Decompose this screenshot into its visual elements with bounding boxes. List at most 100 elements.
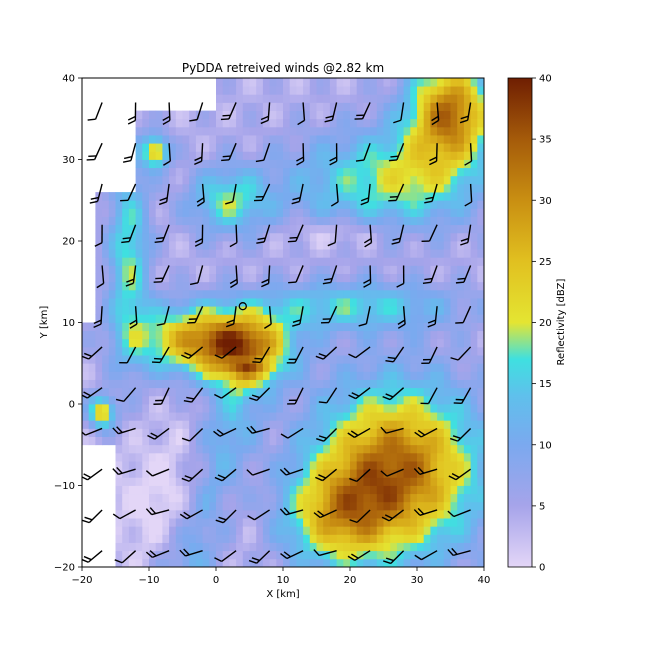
field-cell	[128, 289, 136, 299]
field-cell	[236, 159, 244, 169]
field-cell	[437, 216, 445, 226]
field-cell	[115, 338, 123, 348]
field-cell	[430, 534, 438, 543]
field-cell	[209, 346, 217, 356]
field-cell	[122, 371, 130, 380]
field-cell	[202, 175, 210, 185]
field-cell	[182, 135, 190, 144]
field-cell	[343, 363, 351, 372]
field-cell	[343, 102, 351, 111]
field-cell	[443, 289, 451, 299]
field-cell	[329, 281, 337, 291]
field-cell	[249, 501, 257, 511]
wind-barb	[279, 467, 304, 476]
field-cell	[430, 330, 438, 340]
wind-barb	[181, 346, 204, 359]
field-cell	[256, 281, 264, 291]
field-cell	[477, 135, 484, 144]
field-cell	[403, 102, 411, 111]
field-cell	[336, 412, 344, 421]
field-cell	[175, 265, 183, 274]
field-cell	[242, 151, 250, 160]
field-cell	[417, 526, 425, 535]
field-cell	[350, 192, 358, 201]
field-cell	[135, 232, 143, 242]
field-cell	[383, 126, 391, 136]
field-cell	[122, 346, 130, 356]
field-cell	[390, 338, 398, 348]
wind-barb	[380, 426, 404, 434]
field-cell	[175, 118, 183, 128]
field-cell	[336, 265, 344, 274]
field-cell	[289, 493, 297, 503]
field-cell	[303, 86, 311, 95]
field-cell	[296, 281, 304, 291]
wind-barb	[420, 387, 438, 405]
field-cell	[216, 558, 224, 567]
field-cell	[195, 379, 203, 389]
field-cell	[323, 306, 331, 315]
field-cell	[437, 428, 445, 437]
field-cell	[383, 249, 391, 258]
field-cell	[363, 289, 371, 299]
field-cell	[356, 412, 364, 421]
field-cell	[236, 175, 244, 185]
field-cell	[443, 379, 451, 389]
field-cell	[423, 273, 431, 283]
field-cell	[303, 249, 311, 258]
field-cell	[470, 493, 478, 503]
field-cell	[316, 208, 324, 217]
field-cell	[155, 322, 163, 332]
field-cell	[417, 485, 425, 495]
field-cell	[269, 518, 277, 527]
field-cell	[470, 298, 478, 307]
field-cell	[175, 216, 183, 226]
field-cell	[430, 159, 438, 169]
field-cell	[162, 143, 170, 152]
field-cell	[410, 501, 418, 511]
field-cell	[296, 273, 304, 283]
wind-barb	[348, 346, 371, 359]
field-cell	[296, 110, 304, 120]
field-cell	[363, 216, 371, 226]
field-cell	[128, 412, 136, 421]
field-cell	[195, 518, 203, 527]
field-cell	[162, 363, 170, 372]
field-cell	[289, 249, 297, 258]
field-cell	[115, 355, 123, 364]
field-cell	[309, 94, 317, 103]
field-cell	[122, 314, 130, 323]
field-cell	[329, 322, 337, 332]
field-cell	[182, 428, 190, 437]
field-cell	[356, 241, 364, 250]
field-cell	[343, 151, 351, 160]
field-cell	[162, 281, 170, 291]
field-cell	[329, 444, 337, 454]
field-cell	[430, 224, 438, 234]
field-cell	[370, 558, 378, 567]
field-cell	[195, 371, 203, 380]
field-cell	[356, 444, 364, 454]
field-cell	[457, 355, 465, 364]
field-cell	[249, 86, 257, 95]
field-cell	[169, 428, 177, 437]
field-cell	[336, 224, 344, 234]
field-cell	[195, 216, 203, 226]
field-cell	[356, 493, 364, 503]
field-cell	[289, 94, 297, 103]
field-cell	[410, 281, 418, 291]
field-cell	[182, 558, 190, 567]
field-cell	[309, 78, 317, 87]
field-cell	[363, 78, 371, 87]
field-cell	[423, 94, 431, 103]
field-cell	[329, 273, 337, 283]
field-cell	[443, 355, 451, 364]
field-cell	[236, 477, 244, 486]
field-cell	[336, 477, 344, 486]
field-cell	[283, 216, 291, 226]
field-cell	[356, 346, 364, 356]
field-cell	[229, 102, 237, 111]
field-cell	[363, 444, 371, 454]
field-cell	[216, 363, 224, 372]
field-cell	[149, 241, 157, 250]
